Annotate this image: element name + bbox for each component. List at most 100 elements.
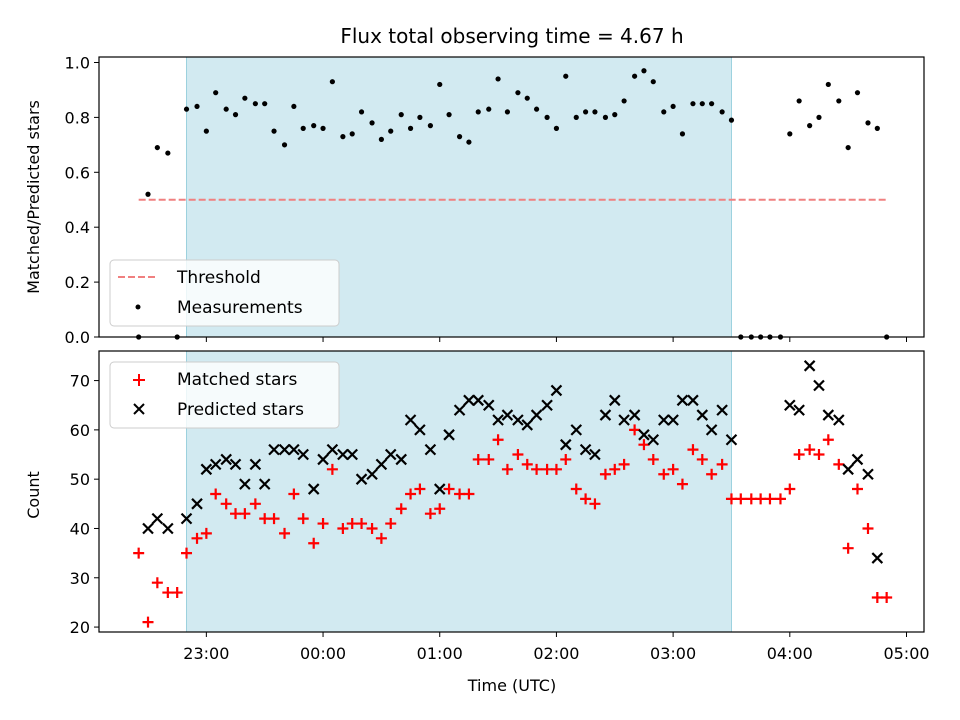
- matched-stars-point: [804, 444, 816, 456]
- measurements-point: [533, 106, 540, 112]
- top-axes-frame: [98, 56, 925, 338]
- matched-stars-point: [375, 532, 387, 544]
- top-y-axis-label: Matched/Predicted stars: [24, 100, 43, 294]
- measurements-point: [232, 112, 239, 118]
- matched-stars-point: [259, 513, 271, 525]
- threshold-legend-label: Threshold: [176, 268, 261, 288]
- predicted-stars-point: [414, 424, 426, 436]
- measurements-point: [719, 109, 725, 115]
- measurements-point: [563, 73, 569, 79]
- measurements-point: [796, 98, 802, 104]
- matched-stars-point: [764, 493, 776, 505]
- matched-stars-point: [658, 468, 670, 480]
- bottom-x-tick-label: 04:00: [767, 644, 813, 663]
- predicted-stars-point: [803, 360, 816, 372]
- bottom-x-tick-label: 05:00: [883, 644, 929, 663]
- predicted-stars-point: [472, 394, 485, 407]
- predicted-stars-point: [433, 483, 446, 495]
- measurements-point: [641, 68, 647, 74]
- matched-stars-point: [297, 513, 309, 525]
- measurements-point: [213, 90, 219, 96]
- bottom-x-tick-label: 01:00: [417, 644, 463, 663]
- predicted-stars-point: [696, 409, 709, 421]
- matched-stars-point: [181, 547, 193, 559]
- matched-stars-point: [151, 577, 163, 589]
- matched-stars-point: [454, 488, 466, 500]
- predicted-stars-point: [570, 424, 583, 436]
- matched-stars-point: [483, 453, 495, 465]
- matched-stars-point: [239, 508, 251, 520]
- predicted-stars-point: [589, 448, 601, 461]
- predicted-stars-point: [705, 424, 718, 436]
- matched-stars-point: [308, 537, 320, 549]
- measurements-point: [252, 101, 258, 107]
- matched-stars-point: [171, 587, 183, 599]
- predicted-stars-point: [667, 414, 679, 426]
- measurements-point: [621, 98, 627, 104]
- matched-stars-point: [424, 508, 436, 520]
- measurements-point: [388, 128, 394, 134]
- predicted-stars-point: [229, 458, 242, 471]
- measurements-legend-label: Measurements: [177, 298, 303, 318]
- bottom-y-tick-label: 20: [70, 618, 90, 637]
- measurements-point: [154, 144, 160, 151]
- predicted-stars-point: [716, 404, 728, 416]
- measurements-point: [320, 125, 326, 131]
- predicted-stars-point: [579, 443, 592, 456]
- measurements-point: [340, 134, 346, 140]
- predicted-stars-point: [180, 512, 193, 525]
- measurements-point: [223, 106, 229, 112]
- bottom-x-tick-label: 02:00: [533, 644, 579, 663]
- x-axis-label: Time (UTC): [467, 676, 556, 695]
- predicted-stars-point: [559, 438, 572, 451]
- predicted-stars-point: [258, 478, 271, 490]
- predicted-stars-point: [793, 404, 805, 416]
- matched-stars-point: [531, 463, 543, 475]
- matched-legend-swatch: [133, 374, 145, 386]
- predicted-stars-point: [366, 468, 378, 481]
- measurements-point: [854, 90, 861, 96]
- measurements-point: [456, 134, 463, 140]
- predicted-stars-point: [443, 429, 455, 441]
- matched-stars-point: [366, 522, 378, 534]
- bottom-x-tick-label: 03:00: [650, 644, 696, 663]
- predicted-stars-point: [220, 453, 232, 466]
- matched-stars-point: [249, 498, 261, 510]
- measurements-point: [475, 109, 481, 115]
- predicted-stars-point: [395, 453, 408, 466]
- bottom-y-tick-label: 60: [70, 421, 90, 440]
- top-y-tick-label: 1.0: [65, 53, 90, 72]
- top-y-tick-label: 0.2: [65, 273, 90, 292]
- predicted-stars-point: [822, 409, 835, 421]
- measurements-point: [515, 90, 521, 96]
- predicted-stars-point: [249, 458, 262, 471]
- matched-stars-point: [463, 488, 475, 500]
- matched-stars-point: [609, 463, 621, 475]
- matched-stars-point: [162, 587, 174, 599]
- top-legend-box: [109, 259, 340, 327]
- predicted-stars-point: [676, 394, 689, 407]
- predicted-stars-point: [658, 414, 670, 426]
- measurements-point: [495, 76, 501, 82]
- predicted-stars-point: [541, 399, 553, 412]
- measurements-point: [504, 109, 511, 115]
- bottom-axes-frame: [98, 350, 925, 633]
- bottom-legend-box: [109, 361, 340, 429]
- measurements-point: [874, 125, 880, 131]
- measurements-point: [437, 81, 443, 88]
- matched-stars-point: [560, 453, 572, 465]
- matched-stars-point: [793, 449, 805, 461]
- predicted-stars-point: [618, 414, 630, 426]
- matched-stars-point: [589, 498, 601, 510]
- matched-stars-point: [492, 434, 504, 446]
- bottom-x-tick-label: 00:00: [300, 644, 346, 663]
- matched-stars-point: [337, 522, 349, 534]
- matched-stars-point: [133, 547, 145, 559]
- matched-stars-point: [706, 468, 718, 480]
- measurements-point: [679, 131, 686, 137]
- matched-stars-point: [317, 518, 329, 530]
- matched-stars-point: [521, 458, 533, 470]
- matched-stars-point: [842, 542, 854, 554]
- bottom-x-tick-label: 23:00: [183, 644, 229, 663]
